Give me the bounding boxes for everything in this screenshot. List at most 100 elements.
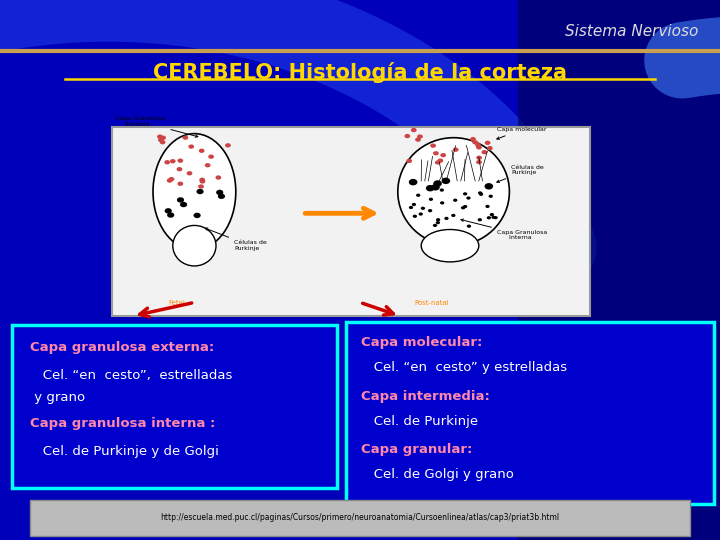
Circle shape [409,179,418,185]
Circle shape [168,177,174,181]
Circle shape [409,206,413,209]
Circle shape [165,208,172,213]
Circle shape [444,217,449,220]
FancyBboxPatch shape [112,127,590,316]
Circle shape [158,138,163,142]
Polygon shape [518,0,720,540]
Circle shape [485,205,490,208]
Circle shape [487,216,491,219]
Text: Sistema Nervioso: Sistema Nervioso [565,24,698,39]
Circle shape [467,225,471,228]
Circle shape [199,179,205,184]
Ellipse shape [173,226,216,266]
FancyBboxPatch shape [346,322,714,504]
Circle shape [463,192,467,195]
Circle shape [208,154,214,159]
Circle shape [490,213,494,216]
Circle shape [170,159,176,164]
Circle shape [412,203,416,206]
Circle shape [167,212,174,218]
Circle shape [177,181,183,186]
Ellipse shape [397,138,510,246]
Circle shape [489,194,493,198]
Circle shape [431,184,440,191]
Circle shape [413,214,417,218]
FancyBboxPatch shape [30,500,690,536]
Circle shape [482,150,487,154]
Circle shape [476,145,482,150]
Circle shape [405,134,410,138]
Text: Capa Granulosa
      Interna: Capa Granulosa Interna [461,219,547,240]
Circle shape [418,212,423,215]
Circle shape [194,213,201,218]
Text: Capa granular:: Capa granular: [361,443,473,456]
Circle shape [167,178,173,183]
Text: Capa granulosa interna :: Capa granulosa interna : [30,417,215,430]
Text: Cel. “en  cesto”,  estrelladas: Cel. “en cesto”, estrelladas [30,369,233,382]
Circle shape [197,189,204,194]
Circle shape [177,159,183,163]
Circle shape [189,144,194,148]
Text: Cel. de Purkinje y de Golgi: Cel. de Purkinje y de Golgi [30,445,219,458]
Circle shape [487,146,492,150]
Text: y grano: y grano [30,392,86,404]
Circle shape [199,178,205,182]
Text: Células de
Purkinje: Células de Purkinje [205,228,266,251]
FancyBboxPatch shape [12,325,337,488]
Circle shape [440,188,444,192]
Circle shape [470,137,476,141]
Circle shape [472,140,478,145]
Circle shape [479,193,483,196]
Circle shape [441,153,446,157]
Text: Capa molecular: Capa molecular [497,127,546,139]
Circle shape [199,148,204,153]
Circle shape [435,160,441,165]
Circle shape [160,140,166,144]
Circle shape [493,216,498,219]
Circle shape [476,156,482,160]
Circle shape [436,218,440,221]
Text: http://escuela.med.puc.cl/paginas/Cursos/primero/neuroanatomia/Cursoenlinea/atla: http://escuela.med.puc.cl/paginas/Cursos… [161,514,559,522]
Circle shape [415,138,421,142]
Circle shape [478,191,482,194]
Text: Capa granulosa externa:: Capa granulosa externa: [30,341,215,354]
Circle shape [204,163,210,167]
Circle shape [180,202,187,207]
Text: CEREBELO: Histología de la corteza: CEREBELO: Histología de la corteza [153,62,567,83]
Circle shape [461,206,465,210]
Circle shape [186,171,192,176]
Circle shape [426,185,434,191]
Text: Fetal: Fetal [168,300,185,306]
Text: Capa Granulosa
     Externa: Capa Granulosa Externa [115,116,198,137]
Circle shape [218,193,225,199]
Circle shape [485,140,490,145]
Circle shape [463,205,467,208]
Circle shape [216,190,223,195]
Circle shape [177,197,184,202]
Circle shape [467,197,471,200]
Text: Capa intermedia:: Capa intermedia: [361,390,490,403]
Circle shape [436,221,440,224]
Circle shape [453,147,459,152]
Circle shape [431,144,436,148]
Text: Capa molecular:: Capa molecular: [361,336,483,349]
Circle shape [416,194,420,197]
Circle shape [451,214,456,217]
Circle shape [433,224,437,227]
Circle shape [406,159,412,163]
Circle shape [433,151,438,156]
Circle shape [182,136,188,140]
Circle shape [433,180,442,187]
Circle shape [176,167,182,171]
Circle shape [420,207,425,210]
Circle shape [417,134,423,139]
Circle shape [215,176,221,180]
Circle shape [485,183,493,190]
Circle shape [225,143,231,147]
Text: Cel. “en  cesto” y estrelladas: Cel. “en cesto” y estrelladas [361,361,567,374]
Text: Células de
Purkinje: Células de Purkinje [497,165,544,183]
Text: Post-natal: Post-natal [415,300,449,306]
Ellipse shape [421,230,479,262]
Circle shape [198,184,204,188]
Circle shape [476,160,482,164]
